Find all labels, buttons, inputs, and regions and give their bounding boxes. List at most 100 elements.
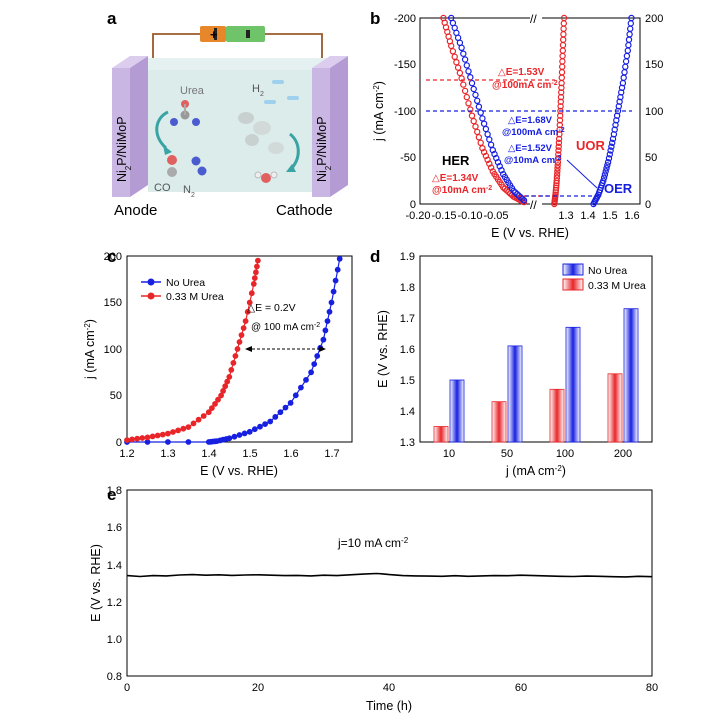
b-xtick-1: -0.20 [405,210,430,222]
c-point-s0-80 [336,255,343,262]
b-her-label: HER [442,153,470,168]
e-xtick-2: 20 [252,682,264,694]
c-point-s0-44 [277,409,284,416]
c-point-s0-76 [332,277,339,284]
b-point-s2-23 [555,139,563,146]
wire-right [265,33,323,68]
b-point-s2-18 [554,158,562,166]
b-point-s3-17 [604,162,611,169]
e-ytick-3: 1.2 [107,597,122,609]
gas-bubbles [238,112,284,154]
b-point-s0-27 [474,128,481,136]
b-point-s1-22 [482,125,490,133]
b-point-s2-46 [560,25,567,32]
b-ann-2-sup: -2 [551,80,557,87]
c-point-s0-78 [334,266,341,273]
b-point-s0-26 [475,134,483,141]
svg-text:@10mA cm-2: @10mA cm-2 [504,155,561,167]
cell-top [130,58,330,70]
b-point-s0-25 [477,139,484,146]
c-point-s0-38 [262,421,269,428]
c-point-s0-48 [287,400,294,406]
d-xtick-2: 100 [556,448,574,460]
c-point-s1-44 [222,383,229,390]
b-point-s3-18 [604,158,612,166]
c-point-s1-42 [220,388,227,394]
b-point-s3-16 [603,165,610,172]
b-point-s0-40 [451,53,458,61]
c-point-s1-66 [244,308,251,315]
anode-electrode: Ni2P/NiMoP [112,56,148,197]
b-ytick-r1: 200 [645,13,663,25]
c-point-s1-26 [190,420,197,427]
b-point-s3-13 [600,174,608,181]
c-ytick-5: 200 [104,251,122,263]
svg-text:H2: H2 [252,83,264,98]
b-point-s3-47 [627,20,635,27]
d-xlabel-end: ) [562,464,566,478]
b-ylabel-sup: -2 [372,85,381,93]
c-point-s1-2 [129,436,136,443]
axis-break-top [530,13,542,23]
d-bar-red-1 [491,401,507,443]
c-point-s1-8 [144,434,151,441]
b-point-s0-30 [468,112,476,119]
b-point-s0-34 [461,87,469,95]
b-point-s0-31 [467,106,474,113]
b-point-s3-19 [605,155,613,162]
d-bar-blue-2 [565,326,581,443]
b-point-s0-10 [503,187,510,194]
svg-text:N2: N2 [183,184,195,199]
panel-d-ticks: 1.3 1.4 1.5 1.6 1.7 1.8 1.9 [400,251,415,449]
c-xtick-1: 1.2 [119,448,134,460]
d-xlabel: j (mA cm [505,464,555,478]
d-bar-blue-0 [449,379,465,443]
c-legend-label-1: No Urea [166,277,205,289]
c-point-s1-30 [200,413,207,419]
d-legend-label-1: No Urea [588,265,627,277]
d-bar-red-0 [433,426,449,443]
c-legend-marker-2 [147,292,155,300]
c-ylabel-sup: -2 [83,323,92,331]
c-ylabel: j (mA cm [83,330,97,380]
d-bar-red-3 [607,373,623,443]
b-point-s0-36 [458,75,465,82]
c-xtick-6: 1.7 [324,448,339,460]
b-point-s1-4 [513,190,521,198]
b-ytick-4: -50 [400,152,416,164]
h2-label: H [252,83,260,95]
b-point-s0-29 [470,117,477,125]
c-point-s1-32 [205,409,212,416]
b-point-s2-41 [559,52,566,60]
c-point-s0-28 [236,432,243,438]
b-point-s2-40 [559,58,566,65]
water-molecule-icon [254,171,278,183]
panel-e-label: e [107,485,116,504]
b-ytick-r2: 150 [645,59,663,71]
b-point-s0-11 [501,185,509,192]
b-ann-4: @100mA cm [502,127,558,138]
svg-text:@10mA cm-2: @10mA cm-2 [432,185,492,197]
b-point-s1-3 [515,192,523,199]
cathode-electrode-sub: 2 [324,165,333,170]
b-point-s3-43 [625,41,632,49]
b-point-s0-28 [472,123,479,130]
e-xlabel: Time (h) [366,699,412,713]
cathode-label: Cathode [276,202,333,219]
axis-break-bottom [530,199,542,209]
c-point-s1-76 [253,269,259,276]
e-xtick-3: 40 [383,682,395,694]
d-legend-swatch-2 [562,278,584,291]
panel-e-marks [126,572,653,578]
b-point-s2-20 [555,151,562,158]
d-xlabel-sup: -2 [555,464,563,473]
c-point-s0-4 [165,439,171,445]
b-point-s1-21 [484,131,491,138]
b-point-s2-42 [559,47,567,54]
c-point-s0-46 [282,404,289,411]
c-point-s0-50 [292,392,299,399]
battery-plus: + [210,27,218,42]
svg-text:j=10 mA cm-2: j=10 mA cm-2 [337,536,409,551]
b-point-s1-5 [512,189,519,196]
b-point-s2-45 [560,31,567,38]
